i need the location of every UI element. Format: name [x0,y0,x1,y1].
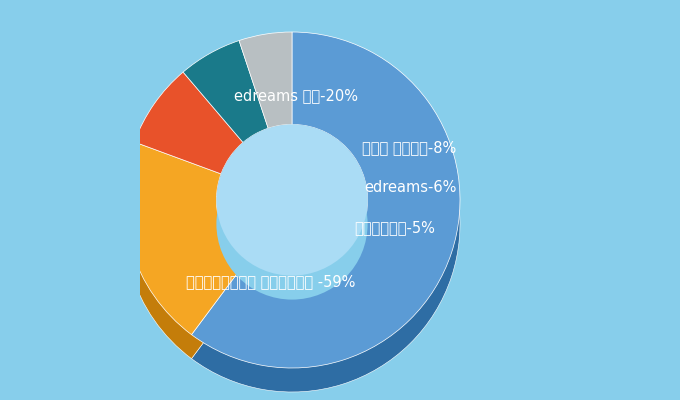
Text: edreams 評判-20%: edreams 評判-20% [234,88,358,104]
Wedge shape [192,56,460,392]
Wedge shape [135,96,243,198]
Wedge shape [192,32,460,368]
Text: やっぱりステーキ テイクアウト -59%: やっぱりステーキ テイクアウト -59% [186,274,356,290]
Wedge shape [239,56,292,152]
Wedge shape [183,64,268,166]
Text: いしはら食咂-5%: いしはら食咂-5% [354,220,435,236]
Circle shape [216,148,368,300]
Wedge shape [124,142,247,335]
Wedge shape [239,32,292,128]
Wedge shape [183,40,268,142]
Circle shape [216,124,368,276]
Text: 吉祥寺 水天宮前-8%: 吉祥寺 水天宮前-8% [362,140,456,156]
Text: edreams-6%: edreams-6% [364,180,456,196]
Wedge shape [135,72,243,174]
Wedge shape [124,166,247,359]
